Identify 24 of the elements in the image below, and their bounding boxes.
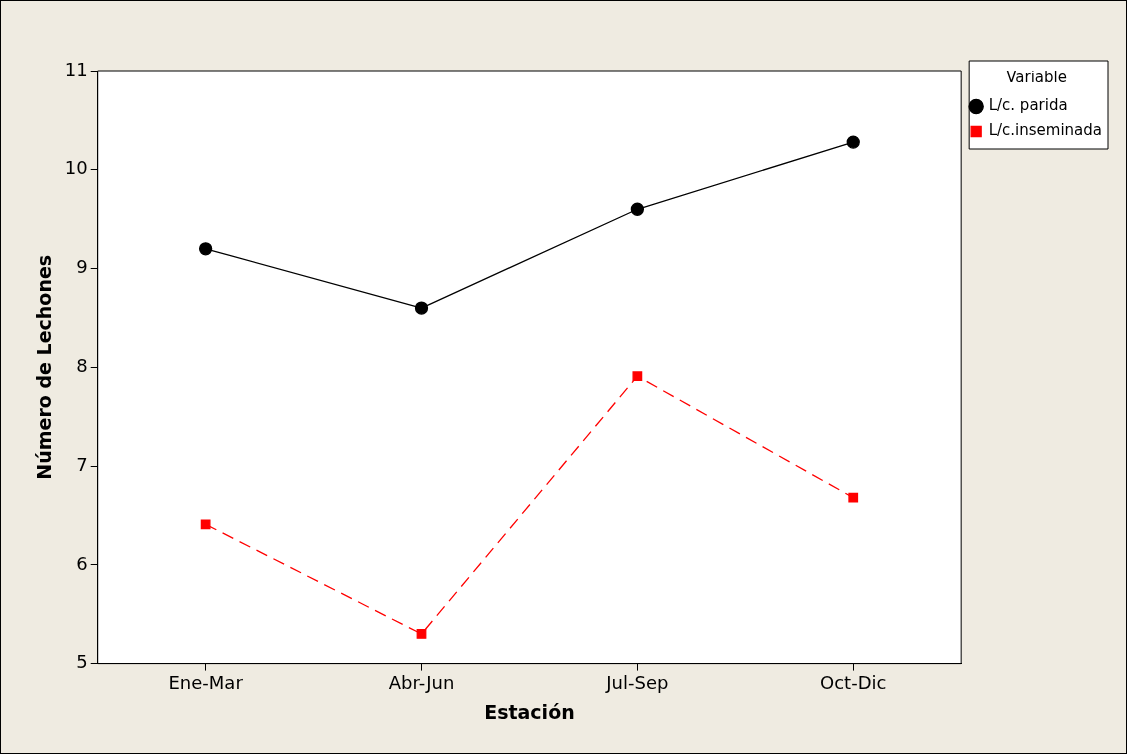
point (630, 202, 645, 216)
x-axis-title: Estación (484, 700, 575, 723)
x-tick-label: Abr-Jun (388, 672, 455, 694)
y-tick-label: 11 (64, 58, 88, 80)
y-tick-label: 10 (64, 157, 88, 179)
y-tick-label: 7 (76, 453, 88, 475)
legend-title: Variable (1006, 68, 1067, 87)
point (848, 492, 859, 503)
x-tick-label: Ene-Mar (168, 672, 244, 694)
y-axis-title: Número de Lechones (33, 254, 56, 480)
y-tick-label: 9 (76, 256, 88, 278)
y-tick-label: 6 (76, 552, 88, 574)
point (846, 135, 860, 149)
y-tick-label: 5 (76, 651, 88, 673)
point (416, 629, 427, 639)
y-tick-label: 8 (76, 354, 88, 376)
point (632, 371, 643, 382)
legend-label: L/c. parida (988, 96, 1068, 115)
point (200, 519, 211, 530)
legend-label: L/c.inseminada (988, 121, 1103, 140)
x-tick-label: Jul-Sep (605, 672, 669, 694)
x-tick-label: Oct-Dic (820, 672, 887, 694)
point (414, 301, 429, 315)
point (198, 242, 213, 256)
